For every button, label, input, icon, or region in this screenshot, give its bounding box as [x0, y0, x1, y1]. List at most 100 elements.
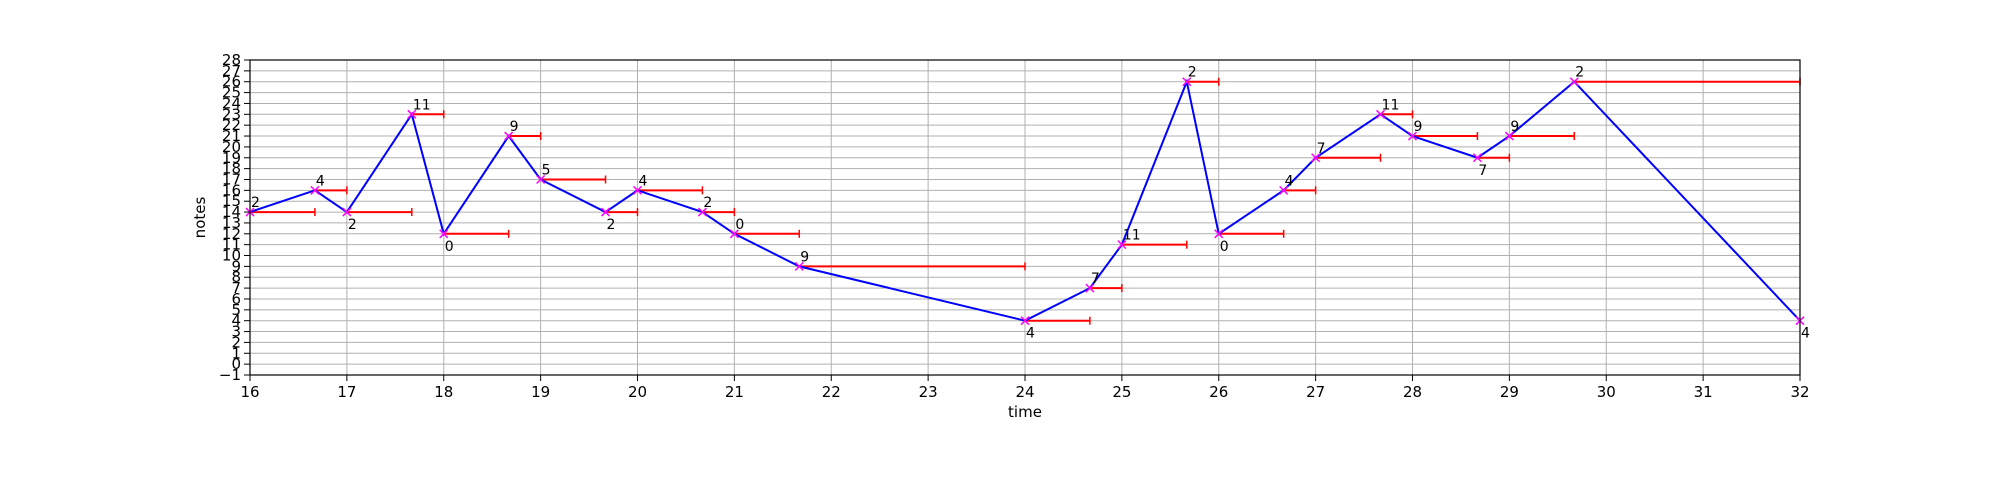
y-tick-label: 21 [222, 127, 241, 145]
note-markers [245, 77, 1805, 326]
x-tick-label: 25 [1112, 383, 1131, 401]
note-label: 11 [413, 97, 431, 113]
x-tick-label: 32 [1790, 383, 1809, 401]
note-label: 2 [1188, 65, 1197, 81]
note-marker [1214, 229, 1224, 239]
note-labels: 2 4 2 11 0 9 5 2 4 2 0 9 4 7 11 2 0 4 7 11 9 7 9 2 4 [251, 65, 1810, 342]
note-label: 4 [1285, 173, 1294, 189]
note-label: 0 [735, 217, 744, 233]
y-tick-label: 18 [222, 160, 241, 178]
note-marker [1311, 153, 1321, 163]
note-marker [1279, 185, 1289, 195]
y-tick-label: 7 [231, 279, 241, 297]
x-tick-label: 21 [725, 383, 744, 401]
note-label: 2 [703, 195, 712, 211]
note-label: 11 [1123, 228, 1141, 244]
note-label: 0 [445, 239, 454, 255]
y-tick-label: −1 [219, 366, 241, 384]
y-tick-label: 20 [222, 138, 241, 156]
note-label: 0 [1220, 239, 1229, 255]
note-marker [1376, 109, 1386, 119]
y-tick-label: 11 [222, 236, 241, 254]
note-marker [1569, 77, 1579, 87]
y-tick-label: 15 [222, 192, 241, 210]
note-marker [342, 207, 352, 217]
note-marker [1085, 283, 1095, 293]
x-tick-label: 20 [628, 383, 647, 401]
x-tick-label: 24 [1015, 383, 1034, 401]
x-tick-label: 18 [434, 383, 453, 401]
x-tick-label: 19 [531, 383, 550, 401]
note-marker [310, 185, 320, 195]
note-label: 4 [1026, 326, 1035, 342]
note-marker [407, 109, 417, 119]
note-label: 2 [251, 195, 260, 211]
note-marker [1504, 131, 1514, 141]
y-tick-label: 6 [231, 290, 241, 308]
y-tick-label: 24 [222, 94, 241, 112]
x-tick-label: 28 [1403, 383, 1422, 401]
y-tick-label: 1 [231, 344, 241, 362]
x-tick-label: 16 [240, 383, 259, 401]
x-tick-label: 22 [822, 383, 841, 401]
note-label: 9 [1414, 119, 1423, 135]
note-marker [729, 229, 739, 239]
note-marker [439, 229, 449, 239]
note-label: 7 [1317, 141, 1326, 157]
note-label: 2 [1575, 65, 1584, 81]
y-tick-label: 17 [222, 170, 241, 188]
y-tick-label: 5 [231, 301, 241, 319]
note-label: 11 [1382, 97, 1400, 113]
y-tick-label: 23 [222, 105, 241, 123]
x-tick-label: 30 [1597, 383, 1616, 401]
note-marker [632, 185, 643, 195]
note-marker [794, 261, 804, 271]
note-marker [504, 131, 514, 141]
y-tick-label: 27 [222, 62, 241, 80]
y-tick-label: 25 [222, 84, 241, 102]
y-tick-label: 28 [222, 51, 241, 69]
note-label: 4 [639, 173, 648, 189]
note-marker [1020, 316, 1030, 326]
y-tick-label: 10 [222, 247, 241, 265]
note-marker [1407, 131, 1418, 141]
x-tick-label: 23 [919, 383, 938, 401]
x-axis-ticks: 16 17 18 19 20 21 22 23 24 25 26 27 28 29 30 31 32 [240, 375, 1810, 401]
y-tick-label: 19 [222, 149, 241, 167]
note-marker [1472, 153, 1482, 163]
note-label: 9 [1510, 119, 1519, 135]
y-tick-label: 13 [222, 214, 241, 232]
note-label: 7 [1478, 163, 1487, 179]
y-tick-label: 26 [222, 73, 241, 91]
x-tick-label: 17 [337, 383, 356, 401]
y-tick-label: 12 [222, 225, 241, 243]
y-tick-label: 14 [222, 203, 241, 221]
note-marker [1182, 77, 1192, 87]
x-tick-label: 31 [1694, 383, 1713, 401]
note-marker [697, 207, 707, 217]
y-tick-label: 2 [231, 333, 241, 351]
x-tick-label: 27 [1306, 383, 1325, 401]
note-label: 4 [316, 173, 325, 189]
x-tick-label: 29 [1500, 383, 1519, 401]
y-tick-label: 9 [231, 257, 241, 275]
y-tick-label: 3 [231, 323, 241, 341]
y-tick-label: 0 [231, 355, 241, 373]
y-tick-label: 8 [231, 268, 241, 286]
y-tick-label: 16 [222, 181, 241, 199]
note-label: 5 [542, 162, 551, 178]
note-marker [536, 174, 546, 185]
note-label: 9 [800, 249, 809, 265]
y-tick-label: 22 [222, 116, 241, 134]
note-label: 2 [607, 217, 616, 233]
y-tick-label: 4 [231, 312, 241, 330]
y-axis-ticks: −101234567891011121314151617181920212223… [219, 51, 250, 384]
note-marker [601, 207, 611, 217]
note-label: 4 [1801, 326, 1810, 342]
note-label: 9 [510, 119, 519, 135]
note-label: 2 [348, 217, 357, 233]
x-tick-label: 26 [1209, 383, 1228, 401]
note-label: 7 [1091, 271, 1100, 287]
